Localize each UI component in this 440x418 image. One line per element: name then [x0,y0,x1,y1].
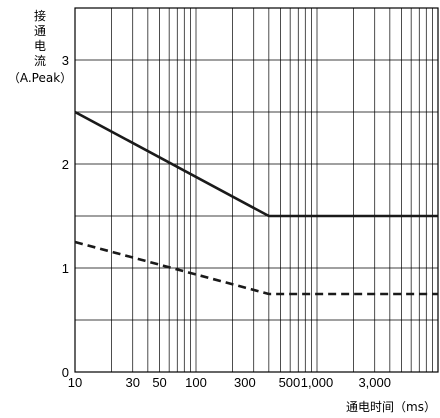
y-tick-label: 2 [62,157,69,172]
y-axis-label-unit: （A.Peak） [8,71,72,85]
x-axis-label: 通电时间（ms） [346,400,436,414]
y-tick-labels: 0 1 2 3 [62,53,69,380]
series-layer [74,110,438,296]
x-tick-label: 500 [279,375,301,390]
x-tick-label: 100 [185,375,207,390]
x-tick-labels: 10 30 50 100 300 500 1,000 3,000 [68,375,391,390]
x-tick-label: 10 [68,375,82,390]
y-axis-label-char: 电 [34,39,46,53]
y-axis-label: 接 通 电 流 （A.Peak） [8,8,72,85]
dashed-series-line [74,240,438,296]
y-tick-label: 3 [62,53,69,68]
x-tick-label: 300 [234,375,256,390]
x-tick-label: 3,000 [358,375,391,390]
x-tick-label: 30 [125,375,139,390]
x-tick-label: 1,000 [301,375,334,390]
solid-series-line [74,110,438,218]
y-tick-label: 0 [62,365,69,380]
y-axis-label-char: 接 [34,8,46,23]
grid [75,8,438,372]
x-tick-label: 50 [152,375,166,390]
y-axis-label-char: 流 [34,54,46,68]
y-tick-label: 1 [62,261,69,276]
y-axis-label-char: 通 [34,24,46,38]
plot-frame [74,7,439,373]
